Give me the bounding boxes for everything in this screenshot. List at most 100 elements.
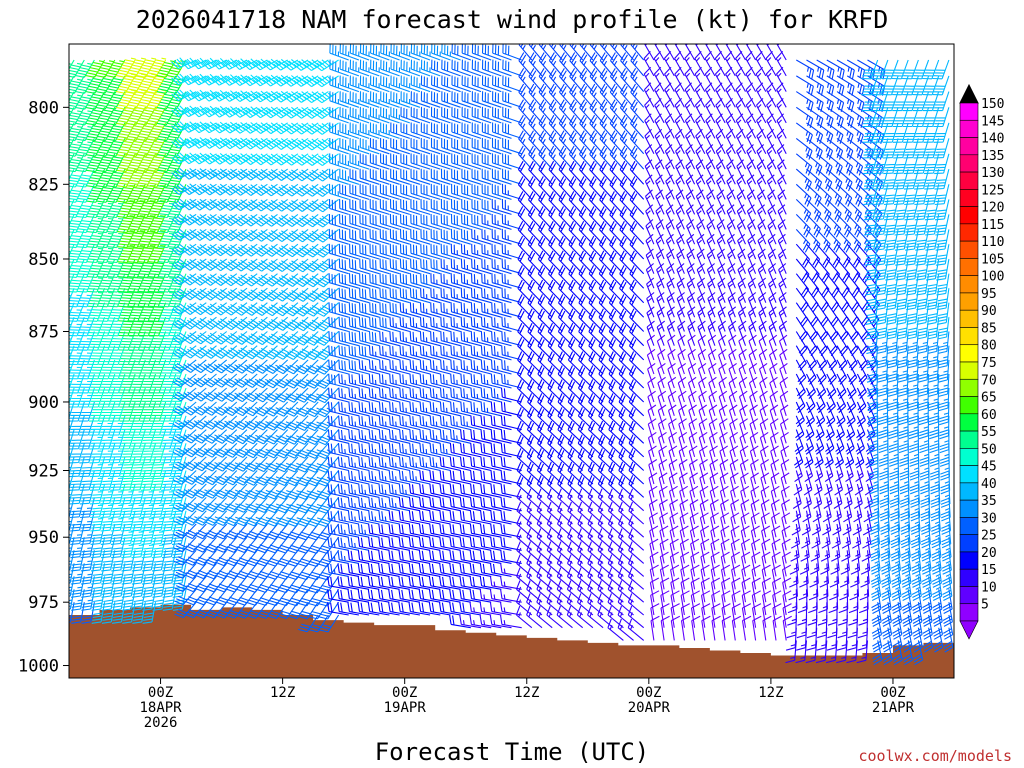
wind-barb: [420, 75, 441, 93]
wind-barb: [588, 407, 604, 431]
wind-barb: [589, 114, 604, 139]
wind-barb: [69, 184, 75, 197]
wind-barb: [500, 415, 522, 431]
wind-barb: [768, 292, 777, 318]
wind-barb: [709, 485, 719, 511]
wind-barb: [566, 554, 584, 577]
colorbar-swatch: [959, 603, 979, 622]
wind-barb: [329, 91, 349, 108]
wind-barb: [491, 138, 512, 155]
wind-barb: [849, 576, 860, 601]
wind-barb: [193, 429, 217, 444]
wind-barb: [871, 589, 882, 614]
colorbar-swatch: [959, 482, 979, 501]
wind-barb: [567, 501, 584, 525]
wind-barb: [294, 287, 319, 302]
wind-barb: [256, 576, 278, 593]
wind-barb: [518, 44, 533, 61]
wind-barb: [244, 429, 268, 445]
wind-barb: [806, 214, 821, 238]
wind-barb: [441, 138, 461, 155]
wind-barb: [419, 345, 441, 361]
wind-barb: [136, 122, 156, 142]
wind-barb: [747, 233, 757, 260]
colorbar-label: 70: [981, 373, 997, 388]
wind-barb: [648, 472, 658, 498]
wind-barb: [846, 415, 856, 441]
wind-barb: [527, 365, 543, 389]
wind-barb: [658, 472, 668, 498]
wind-barb: [349, 153, 370, 170]
wind-barb: [939, 401, 950, 426]
wind-barb: [69, 107, 85, 126]
wind-barb: [70, 523, 85, 545]
colorbar-label: 10: [981, 580, 997, 595]
colorbar-swatch: [959, 568, 979, 587]
wind-barb: [656, 320, 666, 346]
wind-barb: [460, 401, 482, 417]
wind-barb: [234, 442, 258, 458]
wind-barb: [527, 393, 543, 417]
wind-barb: [106, 122, 126, 142]
wind-barb: [676, 248, 685, 274]
wind-barb: [578, 379, 594, 403]
wind-barb: [803, 483, 812, 509]
wind-barb: [502, 122, 522, 139]
wind-barb: [645, 219, 655, 245]
wind-barb: [846, 137, 864, 160]
wind-barb: [236, 601, 258, 619]
wind-barb: [918, 415, 930, 440]
wind-barb: [617, 618, 634, 641]
wind-barb: [348, 287, 370, 304]
wind-barb: [369, 198, 390, 215]
wind-barb: [264, 345, 289, 360]
wind-barb: [167, 107, 187, 126]
wind-barb: [926, 288, 940, 311]
wind-barb: [99, 429, 116, 450]
wind-barb: [894, 199, 909, 221]
wind-barb: [924, 199, 940, 221]
wind-barb: [294, 273, 319, 288]
wind-barb: [882, 138, 899, 159]
wind-barb: [328, 273, 349, 289]
wind-barb: [192, 258, 217, 271]
wind-barb: [740, 485, 750, 511]
wind-barb: [440, 373, 461, 389]
wind-barb: [399, 273, 421, 289]
wind-barb: [183, 470, 207, 485]
wind-barb: [826, 243, 841, 268]
wind-barb: [327, 497, 349, 512]
wind-barb: [459, 537, 482, 551]
wind-barb: [846, 122, 864, 144]
wind-barb: [759, 404, 769, 430]
wind-barb: [420, 106, 441, 124]
wind-barb: [460, 429, 482, 444]
wind-barb: [233, 273, 258, 287]
wind-barb: [863, 199, 879, 221]
wind-barb: [864, 258, 879, 281]
wind-barb: [547, 420, 563, 444]
wind-barb: [182, 387, 207, 402]
wind-barb: [368, 523, 390, 538]
wind-barb: [912, 627, 923, 653]
wind-barb: [69, 168, 75, 181]
wind-barb: [911, 563, 922, 588]
wind-barb: [804, 429, 815, 455]
wind-barb: [400, 106, 421, 124]
wind-barb: [799, 563, 809, 588]
wind-barb: [881, 589, 892, 614]
wind-barb: [816, 359, 827, 385]
wind-barb: [527, 407, 543, 430]
wind-barb: [806, 59, 825, 80]
wind-barb: [420, 91, 441, 108]
wind-barb: [536, 567, 553, 590]
wind-barb: [737, 248, 747, 274]
colorbar-label: 150: [981, 97, 1004, 112]
wind-barb: [617, 528, 634, 551]
wind-barb: [894, 214, 909, 236]
wind-barb: [379, 331, 400, 347]
wind-barb: [440, 243, 461, 260]
wind-barb: [225, 601, 248, 619]
wind-barb: [338, 316, 360, 333]
wind-barb: [836, 91, 855, 112]
